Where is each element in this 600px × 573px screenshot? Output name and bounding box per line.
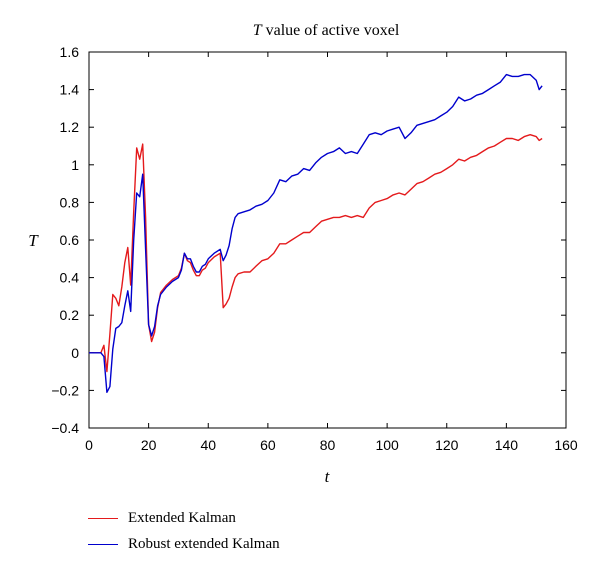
x-tick-label: 60 xyxy=(260,437,276,453)
y-tick-label: 1.4 xyxy=(60,82,80,98)
y-tick-label: 0.2 xyxy=(60,307,80,323)
x-axis: 0 20 40 60 80 100 120 140 160 xyxy=(85,52,578,453)
x-axis-label: t xyxy=(325,467,331,486)
legend-swatch-blue xyxy=(88,543,118,545)
x-tick-label: 80 xyxy=(320,437,336,453)
chart-title: T value of active voxel xyxy=(253,22,400,39)
x-tick-label: 160 xyxy=(554,437,578,453)
x-tick-label: 140 xyxy=(495,437,519,453)
legend-swatch-red xyxy=(88,517,118,519)
plot-area xyxy=(88,51,567,429)
x-tick-label: 0 xyxy=(85,437,93,453)
y-tick-label: 0.8 xyxy=(60,194,80,210)
series-lines xyxy=(89,73,543,393)
y-tick-label: 0.6 xyxy=(60,232,80,248)
y-tick-label: 1.2 xyxy=(60,119,80,135)
x-tick-label: 40 xyxy=(200,437,216,453)
y-tick-label: 1 xyxy=(71,157,79,173)
x-tick-label: 100 xyxy=(375,437,399,453)
legend-item-extended-kalman: Extended Kalman xyxy=(88,505,280,531)
y-tick-label: −0.4 xyxy=(51,420,79,436)
legend-label: Robust extended Kalman xyxy=(128,535,280,552)
legend-label: Extended Kalman xyxy=(128,509,236,526)
x-tick-label: 120 xyxy=(435,437,459,453)
legend: Extended Kalman Robust extended Kalman xyxy=(88,505,280,557)
y-tick-label: 1.6 xyxy=(60,44,80,60)
y-tick-label: −0.2 xyxy=(51,382,79,398)
y-axis: −0.4 −0.2 0 0.2 0.4 0.6 0.8 1 1.2 1.4 1.6 xyxy=(51,44,566,436)
series-line-robust-extended-kalman xyxy=(89,73,543,393)
series-line-extended-kalman xyxy=(89,133,543,373)
y-tick-label: 0 xyxy=(71,345,79,361)
legend-item-robust-extended-kalman: Robust extended Kalman xyxy=(88,531,280,557)
plot-frame xyxy=(88,51,567,429)
x-tick-label: 20 xyxy=(141,437,157,453)
y-axis-label: T xyxy=(28,231,39,250)
y-tick-label: 0.4 xyxy=(60,270,80,286)
